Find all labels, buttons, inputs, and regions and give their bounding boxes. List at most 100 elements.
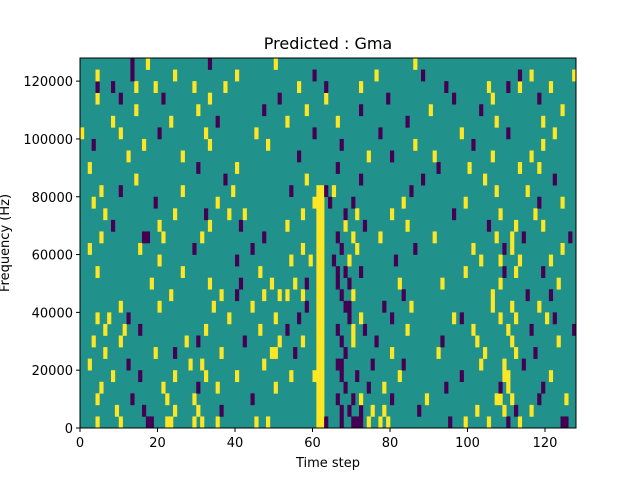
- heatmap-cell: [506, 127, 511, 140]
- heatmap-cell: [316, 208, 321, 221]
- heatmap-cell: [498, 393, 503, 406]
- heatmap-cell: [180, 185, 185, 198]
- heatmap-cell: [316, 381, 321, 394]
- heatmap-cell: [285, 289, 290, 302]
- heatmap-cell: [204, 127, 209, 140]
- heatmap-cell: [273, 58, 278, 70]
- heatmap-cell: [386, 416, 391, 429]
- y-tick-label: 60000: [32, 249, 73, 264]
- heatmap-cell: [289, 370, 294, 383]
- heatmap-cell: [324, 416, 329, 429]
- heatmap-cell: [316, 416, 321, 429]
- heatmap-cell: [401, 196, 406, 209]
- heatmap-cell: [498, 254, 503, 267]
- heatmap-cell: [207, 58, 213, 70]
- heatmap-cell: [490, 300, 495, 313]
- heatmap-cell: [359, 173, 364, 186]
- heatmap-cell: [498, 277, 503, 290]
- x-tick-label: 120: [533, 436, 558, 451]
- heatmap-cell: [475, 404, 480, 417]
- heatmap-cell: [366, 381, 371, 394]
- heatmap-cell: [428, 104, 433, 117]
- heatmap-cell: [545, 312, 550, 325]
- x-tick-label: 80: [382, 436, 399, 451]
- heatmap-cell: [560, 104, 565, 117]
- heatmap-cell: [320, 277, 325, 290]
- y-tick-label: 120000: [23, 75, 73, 90]
- heatmap-cell: [378, 416, 383, 429]
- heatmap-cell: [494, 115, 499, 128]
- heatmap-cell: [316, 266, 321, 278]
- x-tick-label: 20: [149, 436, 166, 451]
- heatmap-cell: [467, 162, 472, 174]
- heatmap-cell: [444, 381, 449, 394]
- heatmap-cell: [405, 115, 410, 128]
- heatmap-cell: [382, 300, 387, 313]
- heatmap-cell: [525, 185, 530, 198]
- heatmap-cell: [494, 185, 499, 198]
- heatmap-cell: [87, 358, 92, 371]
- heatmap-cell: [440, 277, 445, 290]
- heatmap-cell: [359, 81, 364, 93]
- heatmap-cell: [537, 162, 542, 174]
- heatmap-cell: [262, 289, 267, 302]
- heatmap-cell: [556, 335, 561, 348]
- heatmap-cell: [130, 393, 135, 406]
- heatmap-cell: [506, 416, 511, 429]
- heatmap-cell: [436, 162, 441, 174]
- heatmap-cell: [335, 358, 340, 371]
- heatmap-cell: [320, 185, 325, 198]
- heatmap-cell: [145, 231, 151, 244]
- heatmap-cell: [421, 69, 426, 82]
- heatmap-cell: [409, 185, 414, 198]
- heatmap-cell: [351, 335, 356, 348]
- heatmap-cell: [529, 150, 534, 163]
- y-tick-label: 0: [65, 422, 73, 437]
- heatmap-cell: [517, 416, 523, 429]
- heatmap-cell: [227, 208, 232, 221]
- heatmap-cell: [521, 358, 526, 371]
- heatmap-cell: [273, 312, 278, 325]
- y-tick-label: 40000: [32, 306, 73, 321]
- heatmap-cell: [362, 323, 368, 336]
- heatmap-cell: [529, 404, 534, 417]
- heatmap-cell: [130, 58, 135, 70]
- heatmap-cell: [149, 416, 154, 429]
- heatmap-cell: [138, 243, 143, 255]
- heatmap-cell: [103, 323, 108, 336]
- heatmap-cell: [556, 277, 561, 290]
- heatmap-cell: [304, 277, 309, 290]
- heatmap-cell: [568, 231, 573, 244]
- heatmap-cell: [463, 266, 468, 278]
- heatmap-cell: [378, 127, 383, 140]
- heatmap-cell: [196, 404, 201, 417]
- heatmap-cell: [413, 58, 418, 70]
- heatmap-cell: [320, 254, 325, 267]
- heatmap-cell: [126, 312, 131, 325]
- heatmap-cell: [285, 323, 290, 336]
- heatmap-cell: [564, 416, 569, 429]
- heatmap-cell: [390, 208, 395, 221]
- heatmap-cell: [548, 370, 554, 383]
- heatmap-cell: [494, 393, 499, 406]
- heatmap-cell: [138, 370, 143, 383]
- heatmap-cell: [498, 381, 503, 394]
- heatmap-cell: [273, 381, 278, 394]
- heatmap-cell: [169, 115, 174, 128]
- heatmap-cell: [114, 404, 120, 417]
- heatmap-cell: [355, 243, 360, 255]
- heatmap-cell: [192, 81, 197, 93]
- heatmap-cell: [196, 381, 201, 394]
- heatmap-cell: [122, 323, 127, 336]
- heatmap-cell: [262, 231, 267, 244]
- heatmap-cell: [359, 104, 364, 117]
- heatmap-cell: [366, 150, 371, 163]
- heatmap-cell: [173, 404, 178, 417]
- heatmap-cell: [297, 312, 302, 325]
- heatmap-cell: [548, 81, 554, 93]
- heatmap-cell: [157, 300, 162, 313]
- heatmap-cell: [335, 115, 340, 128]
- heatmap-cell: [262, 358, 267, 371]
- heatmap-cell: [215, 115, 220, 128]
- heatmap-cell: [494, 231, 499, 244]
